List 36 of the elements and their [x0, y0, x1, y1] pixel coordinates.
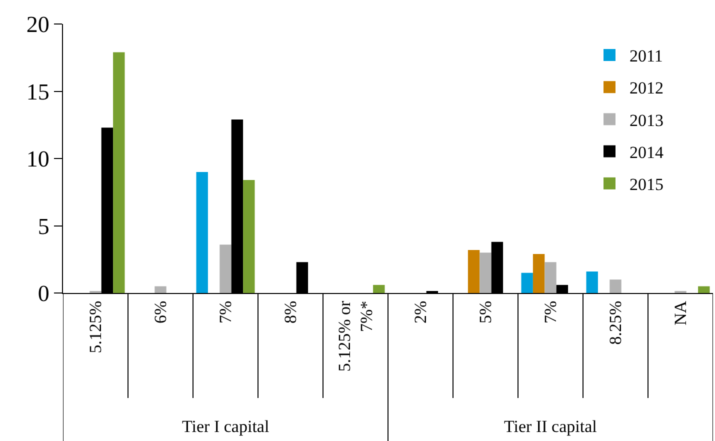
bar: [113, 52, 125, 293]
y-tick-label: 0: [38, 281, 50, 306]
y-tick-label: 20: [26, 12, 50, 38]
x-tick-label: 2%: [411, 300, 430, 324]
y-tick-label: 15: [26, 79, 50, 104]
x-tick-label: 5.125%: [86, 300, 106, 354]
text: Tier I capital: [182, 417, 270, 436]
bar: [468, 250, 480, 293]
x-tick-label: NA: [671, 300, 690, 326]
legend-label: 2014: [630, 142, 664, 162]
y-tick-label: 5: [38, 214, 50, 239]
bar: [610, 280, 622, 293]
bar: [532, 254, 545, 293]
x-tick-label: 7%: [541, 300, 560, 324]
x-tick-label: 8%: [281, 300, 300, 324]
bar: [154, 286, 166, 293]
bar: [698, 286, 710, 293]
text: Tier II capital: [504, 417, 598, 436]
x-tick-label: 5.125% or 7%*: [334, 300, 376, 372]
x-tick-label: 5%: [476, 300, 496, 324]
legend-label: 2015: [630, 175, 664, 194]
bar: [220, 244, 232, 293]
x-tick-label: 6%: [151, 300, 170, 324]
legend-label: 2013: [630, 110, 664, 130]
bar: [243, 180, 255, 293]
legend-label: 2012: [630, 78, 664, 98]
bar: [544, 262, 556, 293]
x-tick-label: 8.25%: [606, 300, 626, 345]
bar: [521, 272, 533, 293]
bar: [480, 252, 492, 293]
bar: [196, 172, 208, 293]
legend-label: 2011: [630, 46, 663, 66]
bar: [586, 271, 598, 293]
bar: [373, 284, 385, 293]
y-tick-label: 10: [26, 146, 50, 172]
x-tick-label: 7%: [216, 300, 236, 324]
